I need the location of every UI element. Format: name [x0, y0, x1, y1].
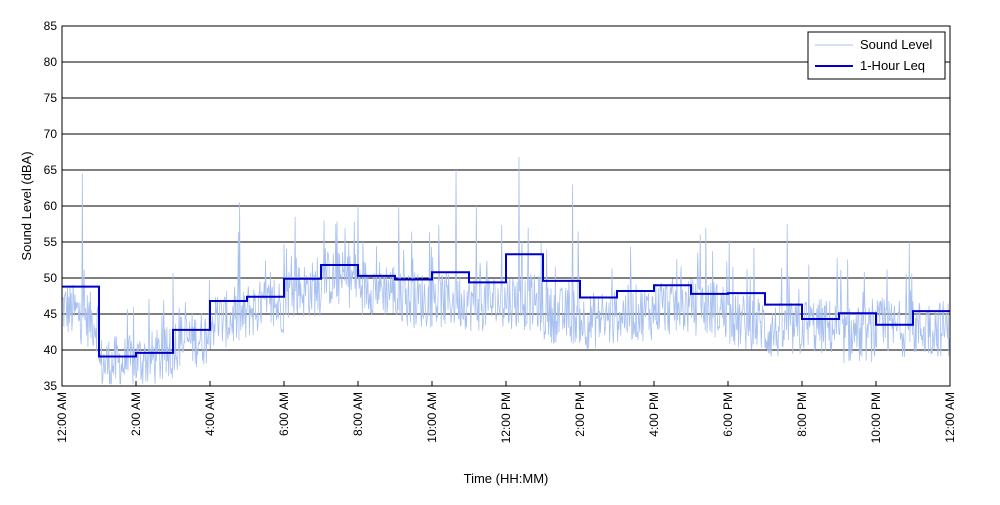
leq-series — [62, 253, 950, 358]
legend-label-leq: 1-Hour Leq — [860, 58, 925, 73]
x-tick-label: 6:00 PM — [721, 392, 735, 437]
sound-level-series — [61, 157, 951, 385]
legend-box — [807, 31, 946, 80]
x-tick-label: 4:00 PM — [647, 392, 661, 437]
x-tick-label: 8:00 PM — [795, 392, 809, 437]
y-tick-label: 85 — [44, 19, 58, 33]
x-tick-label: 12:00 AM — [943, 392, 957, 443]
y-tick-label: 35 — [44, 379, 58, 393]
y-axis-title: Sound Level (dBA) — [19, 151, 34, 260]
x-tick-label: 10:00 AM — [425, 392, 439, 443]
sound-level-line — [61, 157, 951, 385]
x-tick-label: 12:00 PM — [499, 392, 513, 443]
y-tick-label: 60 — [44, 199, 58, 213]
x-tick-label: 12:00 AM — [55, 392, 69, 443]
x-tick-label: 2:00 PM — [573, 392, 587, 437]
y-tick-label: 40 — [44, 343, 58, 357]
y-tick-label: 75 — [44, 91, 58, 105]
y-tick-label: 45 — [44, 307, 58, 321]
y-tick-label: 65 — [44, 163, 58, 177]
x-tick-label: 2:00 AM — [129, 392, 143, 436]
y-ticks: 35 40 45 50 55 60 65 70 75 80 85 — [44, 19, 58, 393]
x-axis-title: Time (HH:MM) — [464, 471, 549, 486]
x-tick-label: 8:00 AM — [351, 392, 365, 436]
x-tick-label: 4:00 AM — [203, 392, 217, 436]
y-tick-label: 70 — [44, 127, 58, 141]
x-tick-label: 6:00 AM — [277, 392, 291, 436]
x-ticks: 12:00 AM 2:00 AM 4:00 AM 6:00 AM 8:00 AM 10:0… — [55, 381, 957, 443]
legend: Sound Level 1-Hour Leq — [807, 31, 946, 80]
y-tick-label: 80 — [44, 55, 58, 69]
y-tick-label: 50 — [44, 271, 58, 285]
legend-label-sound-level: Sound Level — [860, 37, 932, 52]
leq-step-line — [62, 253, 950, 358]
y-tick-label: 55 — [44, 235, 58, 249]
x-tick-label: 10:00 PM — [869, 392, 883, 443]
